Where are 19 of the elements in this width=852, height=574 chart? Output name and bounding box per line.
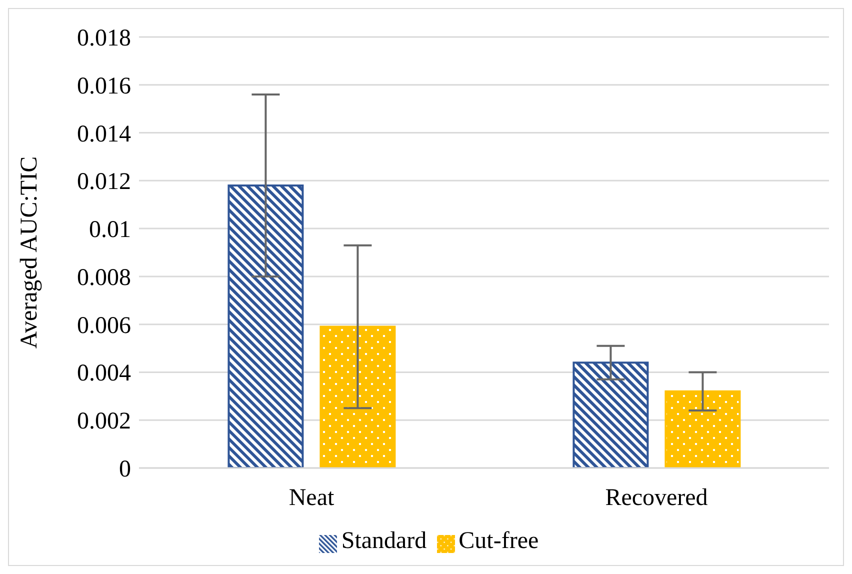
y-tick-label: 0.008: [77, 264, 131, 291]
x-tick-label: Neat: [288, 485, 334, 512]
bar: [320, 326, 396, 468]
bar: [228, 184, 304, 468]
y-tick-label: 0.004: [77, 360, 131, 387]
bar: [664, 390, 741, 468]
legend-label: Cut-free: [458, 528, 539, 554]
bar: [572, 362, 649, 468]
y-tick-label: 0: [119, 456, 131, 483]
y-tick-label: 0.002: [77, 408, 131, 435]
y-tick-label: 0.006: [77, 312, 131, 339]
y-tick-label: 0.018: [77, 26, 131, 52]
y-axis-title: Averaged AUC:TIC: [16, 156, 43, 349]
y-tick-label: 0.01: [89, 217, 131, 244]
x-tick-label: Recovered: [605, 485, 708, 512]
y-tick-label: 0.014: [77, 121, 131, 148]
y-tick-label: 0.012: [77, 169, 131, 196]
legend-label: Standard: [341, 528, 427, 554]
y-tick-label: 0.016: [77, 73, 131, 100]
